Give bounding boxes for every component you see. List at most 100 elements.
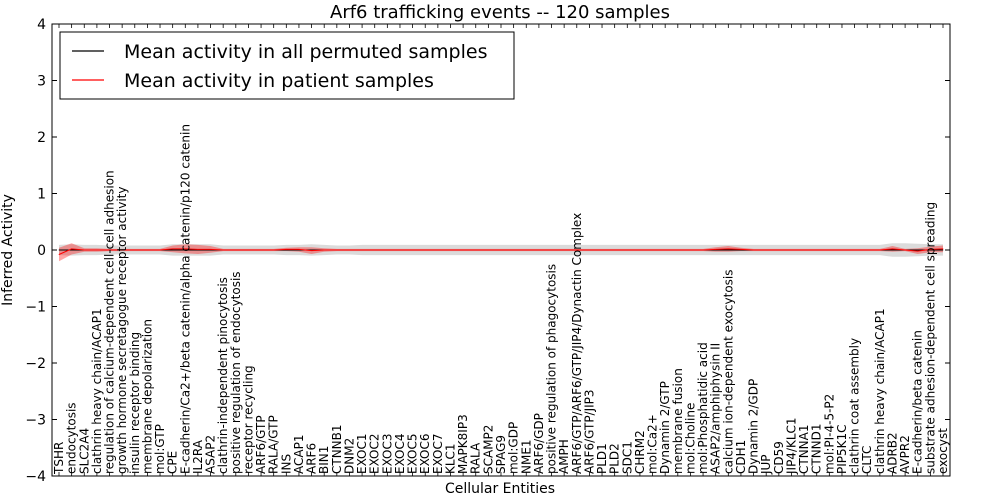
data-point-patient: [386, 249, 388, 251]
data-point-patient: [664, 249, 666, 251]
data-point-patient: [589, 249, 590, 251]
x-tick-label: BIN1: [317, 446, 331, 474]
x-tick-label: receptor recycling: [241, 365, 255, 474]
x-tick-label: CDH1: [734, 440, 748, 474]
data-point-patient: [563, 249, 565, 251]
data-point-patient: [487, 249, 489, 251]
data-point-permuted: [71, 249, 73, 251]
y-tick-label: 1: [37, 187, 46, 203]
y-tick-label: −2: [25, 356, 46, 372]
data-point-patient: [58, 254, 60, 255]
x-tick-label: mol:GDP: [507, 422, 521, 474]
y-axis-label: Inferred Activity: [0, 194, 16, 306]
x-tick-label: EXOC4: [393, 434, 407, 475]
x-tick-label: substrate adhesion-dependent cell spread…: [923, 202, 937, 474]
data-point-patient: [450, 249, 451, 251]
data-point-patient: [235, 249, 237, 251]
x-tick-label: clathrin heavy chain/ACAP1: [90, 308, 104, 474]
y-tick-label: 3: [37, 74, 46, 90]
x-tick-label: TSHR: [52, 442, 66, 475]
x-tick-label: SLC2A4: [77, 428, 91, 474]
data-point-patient: [765, 249, 767, 251]
x-tick-label: KLC1: [443, 443, 457, 474]
data-point-permuted: [172, 249, 174, 251]
data-point-patient: [513, 249, 515, 251]
x-tick-label: AMPH: [557, 439, 571, 474]
x-tick-label: Dynamin 2/GTP: [658, 381, 672, 474]
x-tick-label: insulin receptor binding: [128, 332, 142, 474]
data-point-patient: [639, 249, 641, 251]
data-point-patient: [652, 249, 653, 251]
data-point-patient: [551, 249, 552, 251]
data-point-patient: [462, 249, 464, 251]
x-tick-label: CD59: [772, 441, 786, 474]
x-tick-label: INS: [279, 454, 293, 474]
y-tick-label: 4: [37, 17, 46, 33]
x-tick-label: mol:Phosphatidic acid: [696, 342, 710, 474]
x-tick-label: membrane fusion: [671, 368, 685, 474]
data-point-patient: [475, 249, 477, 251]
x-tick-label: positive regulation of phagocytosis: [545, 264, 559, 474]
data-point-patient: [715, 249, 717, 250]
data-point-patient: [399, 249, 401, 251]
x-tick-label: EXOC2: [368, 434, 382, 475]
x-tick-label: ARF6/GTP/JIP3: [582, 389, 596, 474]
data-point-patient: [753, 249, 754, 251]
x-tick-label: exocyst: [936, 428, 950, 474]
x-tick-label: RALA/GTP: [267, 415, 281, 474]
data-point-patient: [424, 249, 426, 251]
data-point-patient: [134, 249, 136, 251]
legend: Mean activity in all permuted samples Mea…: [59, 31, 515, 100]
x-tick-label: E-cadherin/Ca2+/beta catenin/alpha caten…: [178, 124, 192, 474]
x-tick-label: regulation of calcium-dependent cell-cel…: [103, 170, 117, 474]
lines-layer: [58, 248, 944, 255]
y-tick-label: 2: [37, 130, 46, 146]
data-point-patient: [525, 249, 527, 251]
x-tick-label: PLD2: [608, 443, 622, 474]
data-point-permuted: [942, 249, 944, 251]
data-point-patient: [248, 249, 249, 251]
data-point-patient: [172, 248, 174, 250]
data-point-patient: [740, 249, 742, 250]
data-point-permuted: [727, 249, 729, 251]
x-tick-label: RALA: [469, 442, 483, 474]
data-point-patient: [892, 248, 893, 250]
x-tick-label: Dynamin 2/GDP: [747, 379, 761, 474]
x-tick-label: NME1: [519, 439, 533, 474]
x-tick-label: mol:Choline: [683, 403, 697, 474]
x-tick-label: EXOC5: [406, 434, 420, 475]
x-tick-label: ARF6/GDP: [532, 413, 546, 474]
data-point-patient: [601, 249, 603, 251]
data-point-patient: [121, 249, 123, 251]
data-point-patient: [917, 250, 919, 252]
data-point-patient: [197, 249, 199, 250]
data-point-patient: [929, 249, 931, 250]
x-tick-label: EXOC7: [431, 434, 445, 475]
data-point-patient: [374, 249, 376, 251]
x-tick-label: membrane depolarization: [140, 319, 154, 474]
data-point-patient: [96, 249, 98, 251]
data-point-patient: [841, 249, 843, 251]
data-point-patient: [361, 249, 363, 251]
x-tick-label: CHRM2: [633, 430, 647, 474]
data-point-patient: [336, 249, 338, 251]
data-point-patient: [816, 249, 818, 251]
x-tick-label: EXOC1: [355, 434, 369, 475]
data-point-patient: [904, 249, 906, 251]
data-point-patient: [803, 249, 805, 251]
data-point-patient: [500, 249, 502, 251]
x-tick-label: ARF6/GTP: [254, 415, 268, 474]
x-tick-label: PIP5K1C: [835, 424, 849, 474]
x-tick-label: MAPK8IP3: [456, 414, 470, 474]
x-tick-label: CPE: [166, 451, 180, 474]
x-tick-label: clathrin-independent pinocytosis: [216, 277, 230, 474]
data-point-patient: [778, 249, 780, 251]
data-point-patient: [942, 248, 944, 250]
x-tick-label: CTNND1: [810, 423, 824, 474]
data-point-permuted: [917, 249, 919, 251]
x-tick-label: mol:GTP: [153, 424, 167, 474]
data-point-patient: [702, 249, 704, 251]
x-tick-label: ASAP2/amphiphysin II: [709, 343, 723, 474]
